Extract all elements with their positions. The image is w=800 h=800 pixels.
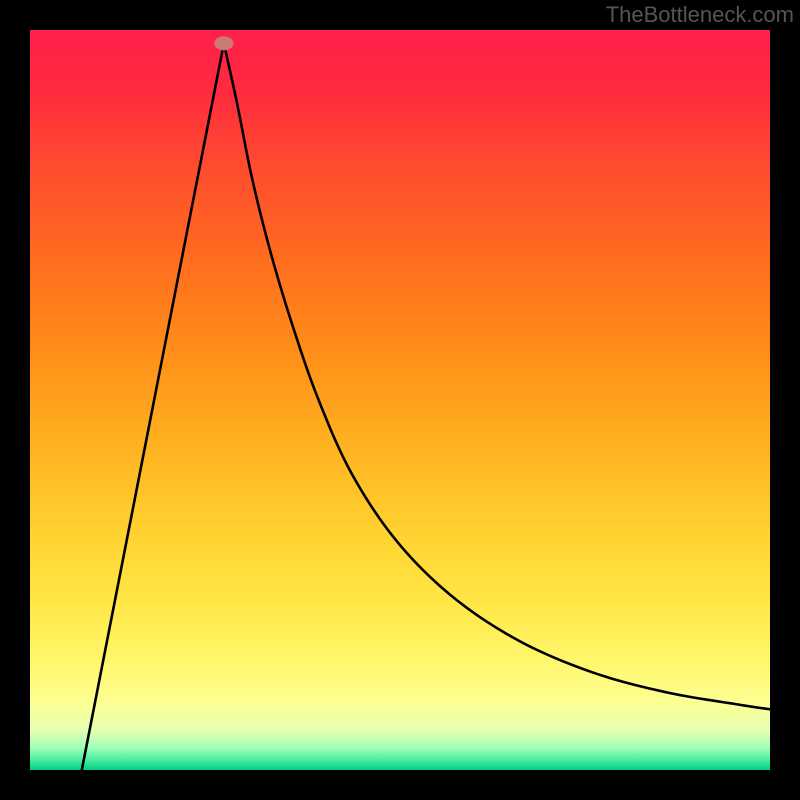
gradient-background — [30, 30, 770, 770]
watermark-text: TheBottleneck.com — [606, 2, 794, 28]
minimum-marker — [214, 36, 233, 50]
chart-frame — [30, 30, 770, 770]
bottleneck-chart — [30, 30, 770, 770]
